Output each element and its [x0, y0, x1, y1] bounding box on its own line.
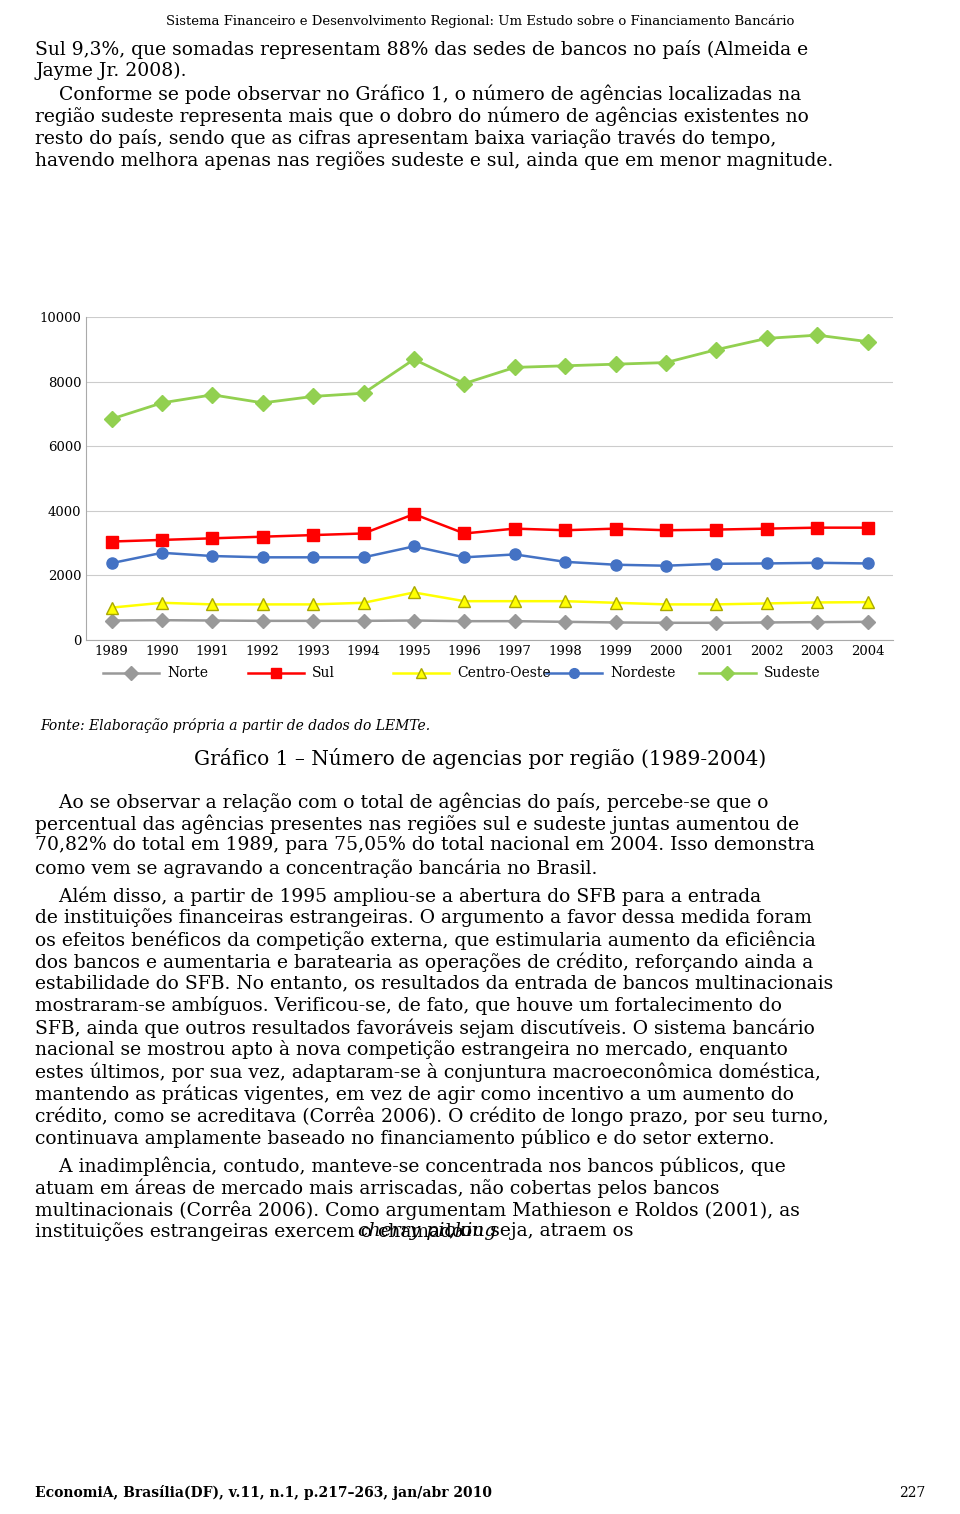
Text: Sul: Sul — [312, 666, 335, 680]
Text: região sudeste representa mais que o dobro do número de agências existentes no: região sudeste representa mais que o dob… — [35, 107, 809, 127]
Text: os efeitos benéficos da competição externa, que estimularia aumento da eficiênci: os efeitos benéficos da competição exter… — [35, 930, 816, 949]
Text: EconomiA, Brasília(DF), v.11, n.1, p.217–263, jan/abr 2010: EconomiA, Brasília(DF), v.11, n.1, p.217… — [35, 1485, 492, 1500]
Text: Ao se observar a relação com o total de agências do país, percebe-se que o: Ao se observar a relação com o total de … — [35, 792, 769, 812]
Text: continuava amplamente baseado no financiamento público e do setor externo.: continuava amplamente baseado no financi… — [35, 1128, 775, 1148]
Text: Centro-Oeste: Centro-Oeste — [457, 666, 551, 680]
Text: dos bancos e aumentaria e baratearia as operações de crédito, reforçando ainda a: dos bancos e aumentaria e baratearia as … — [35, 952, 813, 972]
Text: multinacionais (Corrêa 2006). Como argumentam Mathieson e Roldos (2001), as: multinacionais (Corrêa 2006). Como argum… — [35, 1201, 800, 1219]
Text: estabilidade do SFB. No entanto, os resultados da entrada de bancos multinaciona: estabilidade do SFB. No entanto, os resu… — [35, 974, 833, 992]
Text: , ou seja, atraem os: , ou seja, atraem os — [449, 1222, 634, 1240]
Text: crédito, como se acreditava (Corrêa 2006). O crédito de longo prazo, por seu tur: crédito, como se acreditava (Corrêa 2006… — [35, 1107, 828, 1125]
Text: Jayme Jr. 2008).: Jayme Jr. 2008). — [35, 62, 186, 80]
Text: Sudeste: Sudeste — [764, 666, 821, 680]
Text: Norte: Norte — [167, 666, 208, 680]
Text: nacional se mostrou apto à nova competição estrangeira no mercado, enquanto: nacional se mostrou apto à nova competiç… — [35, 1040, 788, 1058]
Text: Sistema Financeiro e Desenvolvimento Regional: Um Estudo sobre o Financiamento B: Sistema Financeiro e Desenvolvimento Reg… — [166, 14, 794, 27]
Text: percentual das agências presentes nas regiões sul e sudeste juntas aumentou de: percentual das agências presentes nas re… — [35, 815, 799, 834]
Text: mostraram-se ambíguos. Verificou-se, de fato, que houve um fortalecimento do: mostraram-se ambíguos. Verificou-se, de … — [35, 996, 782, 1014]
Text: havendo melhora apenas nas regiões sudeste e sul, ainda que em menor magnitude.: havendo melhora apenas nas regiões sudes… — [35, 151, 833, 170]
Text: Conforme se pode observar no Gráfico 1, o número de agências localizadas na: Conforme se pode observar no Gráfico 1, … — [35, 85, 802, 104]
Text: 227: 227 — [899, 1487, 925, 1500]
Text: Além disso, a partir de 1995 ampliou-se a abertura do SFB para a entrada: Além disso, a partir de 1995 ampliou-se … — [35, 886, 761, 905]
Text: atuam em áreas de mercado mais arriscadas, não cobertas pelos bancos: atuam em áreas de mercado mais arriscada… — [35, 1178, 719, 1198]
Text: Sul 9,3%, que somadas representam 88% das sedes de bancos no país (Almeida e: Sul 9,3%, que somadas representam 88% da… — [35, 39, 808, 59]
Text: cherry picking: cherry picking — [358, 1222, 496, 1240]
Text: instituições estrangeiras exercem o chamado: instituições estrangeiras exercem o cham… — [35, 1222, 469, 1241]
Text: A inadimplência, contudo, manteve-se concentrada nos bancos públicos, que: A inadimplência, contudo, manteve-se con… — [35, 1157, 785, 1175]
Text: 70,82% do total em 1989, para 75,05% do total nacional em 2004. Isso demonstra: 70,82% do total em 1989, para 75,05% do … — [35, 836, 815, 854]
Text: resto do país, sendo que as cifras apresentam baixa variação través do tempo,: resto do país, sendo que as cifras apres… — [35, 129, 777, 148]
Text: SFB, ainda que outros resultados favoráveis sejam discutíveis. O sistema bancári: SFB, ainda que outros resultados favoráv… — [35, 1017, 815, 1037]
Text: mantendo as práticas vigentes, em vez de agir como incentivo a um aumento do: mantendo as práticas vigentes, em vez de… — [35, 1084, 794, 1104]
Text: Gráfico 1 – Número de agencias por região (1989-2004): Gráfico 1 – Número de agencias por regiã… — [194, 748, 766, 769]
Text: Nordeste: Nordeste — [611, 666, 676, 680]
Text: como vem se agravando a concentração bancária no Brasil.: como vem se agravando a concentração ban… — [35, 858, 597, 878]
Text: estes últimos, por sua vez, adaptaram-se à conjuntura macroeconômica doméstica,: estes últimos, por sua vez, adaptaram-se… — [35, 1061, 821, 1081]
Text: de instituições financeiras estrangeiras. O argumento a favor dessa medida foram: de instituições financeiras estrangeiras… — [35, 908, 812, 927]
Text: Fonte: Elaboração própria a partir de dados do LEMTe.: Fonte: Elaboração própria a partir de da… — [40, 718, 430, 733]
